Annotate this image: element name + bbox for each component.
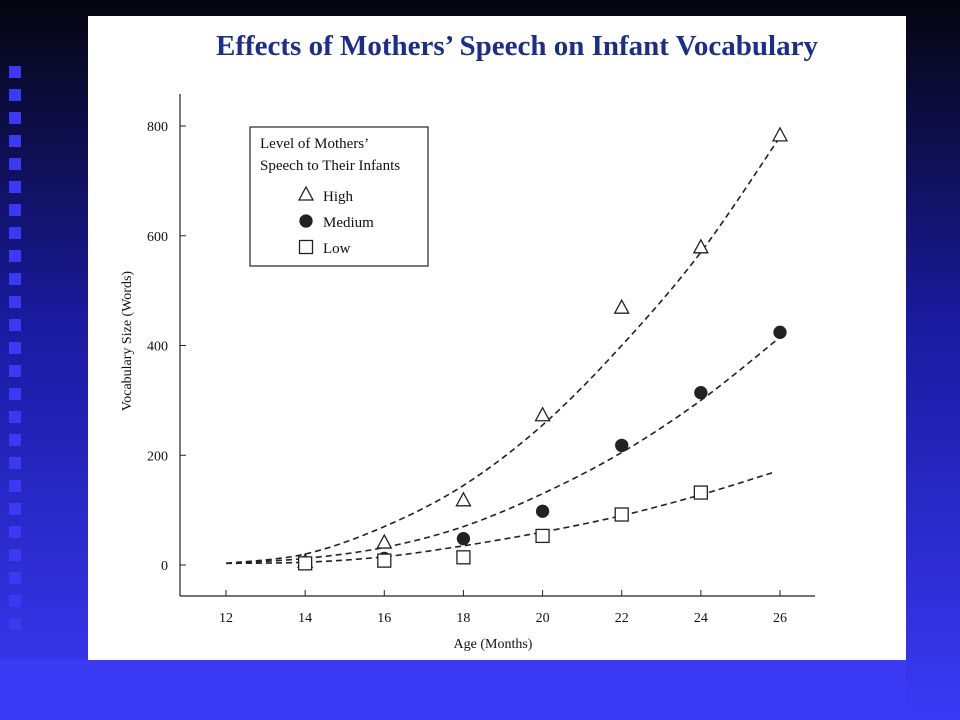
data-point-medium (456, 532, 471, 546)
legend-label-medium: Medium (323, 215, 374, 231)
data-point-high (692, 238, 709, 254)
y-axis-ticks: 0 200 400 600 800 (147, 120, 186, 574)
data-point-high (376, 533, 393, 549)
decorative-square (9, 411, 21, 423)
chart-legend: Level of Mothers’ Speech to Their Infant… (249, 126, 429, 267)
decorative-square (9, 388, 21, 400)
data-point-medium (694, 386, 708, 400)
decorative-square (9, 112, 21, 124)
x-tick-label: 24 (694, 611, 708, 626)
legend-items: High Medium Low (297, 185, 374, 257)
data-point-high (613, 298, 630, 314)
x-tick-label: 16 (377, 611, 391, 626)
slide-panel: Effects of Mothers’ Speech on Infant Voc… (88, 16, 906, 660)
decorative-square (9, 273, 21, 285)
data-point-low (614, 507, 629, 522)
legend-marker-medium (299, 214, 313, 228)
data-point-medium (535, 504, 550, 518)
legend-title-line-2: Speech to Their Infants (260, 158, 400, 174)
decorative-square (9, 365, 21, 377)
decorative-square (9, 503, 21, 515)
data-point-low (693, 485, 709, 500)
decorative-square (9, 319, 21, 331)
trend-curves (225, 136, 781, 565)
legend-label-low: Low (323, 241, 351, 257)
y-tick-label: 400 (147, 340, 168, 355)
legend-marker-high (297, 185, 315, 201)
data-point-low (377, 553, 392, 568)
decorative-square (9, 158, 21, 170)
decorative-square (9, 135, 21, 147)
trend-curve-high (225, 136, 781, 565)
y-tick-label: 600 (147, 230, 168, 245)
decorative-square (9, 572, 21, 584)
legend-box (249, 126, 429, 267)
x-tick-label: 26 (773, 611, 787, 626)
decorative-square (9, 296, 21, 308)
slide-title: Effects of Mothers’ Speech on Infant Voc… (216, 30, 818, 62)
x-tick-label: 12 (219, 611, 233, 626)
decorative-square (9, 526, 21, 538)
y-tick-label: 200 (147, 449, 168, 464)
trend-curve-low (225, 472, 773, 565)
trend-curve-medium (225, 336, 781, 565)
x-axis-ticks: 12 14 16 18 20 22 24 26 (219, 590, 787, 626)
decorative-square (9, 250, 21, 262)
decorative-square (9, 595, 21, 607)
x-tick-label: 14 (298, 611, 312, 626)
x-tick-label: 22 (615, 611, 629, 626)
data-point-low (297, 556, 313, 571)
decorative-square (9, 549, 21, 561)
data-points (297, 126, 789, 571)
legend-label-high: High (323, 189, 354, 205)
legend-title-line-1: Level of Mothers’ (260, 136, 369, 152)
x-tick-label: 18 (456, 611, 470, 626)
decorative-square (9, 66, 21, 78)
decorative-square (9, 181, 21, 193)
y-tick-label: 800 (147, 120, 168, 135)
data-point-high (534, 406, 551, 422)
decorative-square (9, 342, 21, 354)
decorative-square (9, 618, 21, 630)
data-point-medium (773, 325, 787, 339)
decorative-square (9, 227, 21, 239)
y-tick-label: 0 (161, 559, 168, 574)
data-point-high (771, 126, 789, 142)
decorative-square (9, 204, 21, 216)
data-point-medium (615, 438, 629, 453)
data-point-low (456, 550, 471, 565)
data-point-high (455, 491, 472, 507)
x-tick-label: 20 (536, 611, 550, 626)
data-point-low (535, 528, 550, 544)
x-axis-title: Age (Months) (454, 637, 533, 652)
decorative-square (9, 89, 21, 101)
y-axis-title: Vocabulary Size (Words) (120, 271, 135, 411)
decorative-square-column (9, 66, 21, 630)
decorative-square (9, 457, 21, 469)
decorative-square (9, 480, 21, 492)
decorative-square (9, 434, 21, 446)
legend-marker-low (298, 239, 314, 255)
